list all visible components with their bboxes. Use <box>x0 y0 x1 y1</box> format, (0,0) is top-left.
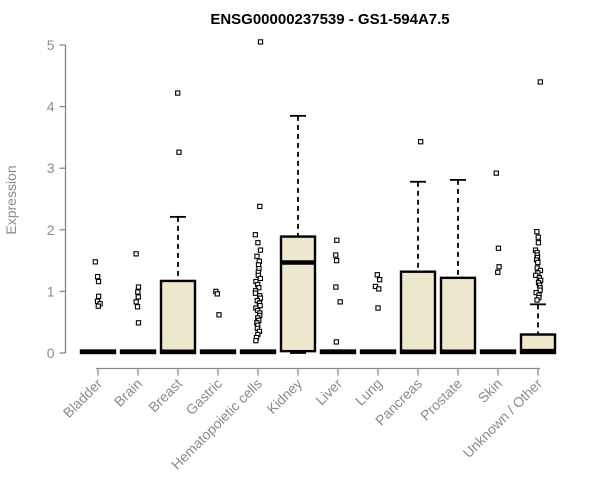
y-tick-label: 4 <box>47 99 55 115</box>
outlier-point <box>534 228 540 235</box>
y-tick-label: 5 <box>47 37 55 53</box>
outlier-point <box>216 312 222 318</box>
outlier-point <box>257 247 264 253</box>
outlier-point <box>255 240 261 246</box>
x-tick-label-liver: Liver <box>312 375 345 408</box>
outlier-point <box>135 320 142 326</box>
outlier-point <box>133 299 139 305</box>
outlier-point <box>493 170 499 176</box>
outlier-point <box>535 259 541 266</box>
box-group-lung <box>359 272 397 355</box>
x-tick-label-skin: Skin <box>475 375 506 406</box>
outlier-point <box>333 339 340 345</box>
outlier-point <box>257 39 264 45</box>
outlier-point <box>333 257 340 264</box>
outlier-point <box>333 252 339 258</box>
outlier-point <box>376 286 382 292</box>
box-group-hematopoietic-cells <box>239 39 277 355</box>
outlier-point <box>92 259 98 265</box>
outlier-point <box>496 264 502 270</box>
outlier-point <box>94 273 101 280</box>
outlier-point <box>495 245 502 251</box>
outlier-point <box>535 234 541 240</box>
box-group-prostate <box>439 179 477 355</box>
outlier-point <box>534 297 540 303</box>
box-group-kidney <box>279 114 317 354</box>
x-tick-label-kidney: Kidney <box>264 375 306 417</box>
x-tick-label-prostate: Prostate <box>417 375 465 423</box>
outlier-point <box>333 284 339 290</box>
outlier-point <box>376 277 383 283</box>
box-group-breast <box>159 90 197 355</box>
outlier-point <box>256 285 262 291</box>
box-group-bladder <box>79 259 117 355</box>
outlier-point <box>214 291 220 297</box>
outlier-point <box>374 272 380 278</box>
x-tick-label-breast: Breast <box>145 375 185 415</box>
outlier-point <box>535 240 542 246</box>
y-tick-label: 2 <box>47 222 55 238</box>
outlier-point <box>95 278 102 285</box>
outlier-point <box>257 275 264 282</box>
outlier-point <box>257 203 263 210</box>
y-tick-label: 0 <box>47 345 55 361</box>
outlier-point <box>334 237 340 243</box>
outlier-point <box>252 290 259 296</box>
y-axis-label: Expression <box>3 165 19 234</box>
outlier-point <box>95 293 102 299</box>
outlier-point <box>337 299 343 305</box>
box-group-pancreas <box>399 139 437 355</box>
x-tick-label-lung: Lung <box>352 375 385 408</box>
x-tick-label-bladder: Bladder <box>60 375 106 421</box>
outlier-point <box>135 289 141 295</box>
outlier-point <box>133 251 139 257</box>
outlier-point <box>253 338 259 344</box>
y-tick-label: 3 <box>47 160 55 176</box>
chart-title: ENSG00000237539 - GS1-594A7.5 <box>210 11 449 28</box>
box-iqr <box>399 270 437 355</box>
outlier-point <box>135 294 141 300</box>
box-iqr <box>159 279 197 355</box>
box-group-brain <box>119 251 157 355</box>
outlier-point <box>176 149 182 155</box>
outlier-point <box>175 90 181 96</box>
box-iqr <box>439 276 477 355</box>
outlier-point <box>95 303 101 309</box>
box-group-liver <box>319 237 357 355</box>
outlier-point <box>495 269 501 275</box>
x-tick-label-brain: Brain <box>111 375 145 409</box>
outlier-point <box>537 79 544 85</box>
outlier-point <box>252 232 258 238</box>
box-iqr <box>279 235 317 353</box>
y-tick-label: 1 <box>47 283 55 299</box>
outlier-point <box>418 139 424 145</box>
outlier-point <box>135 284 142 290</box>
box-group-skin <box>479 170 517 355</box>
box-group-unknown-other <box>519 79 557 355</box>
outlier-point <box>257 302 263 309</box>
box-group-gastric <box>199 288 237 355</box>
outlier-point <box>134 304 141 310</box>
outlier-point <box>375 305 381 311</box>
outlier-point <box>254 253 260 259</box>
